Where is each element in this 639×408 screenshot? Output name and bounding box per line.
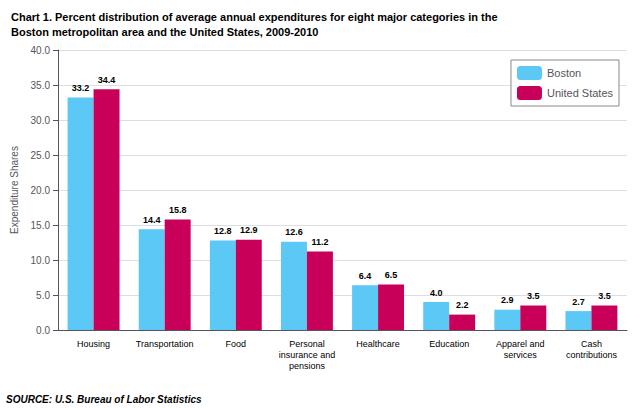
svg-text:20.0: 20.0 — [31, 185, 51, 196]
svg-text:10.0: 10.0 — [31, 255, 51, 266]
svg-text:35.0: 35.0 — [31, 80, 51, 91]
svg-text:Transportation: Transportation — [136, 339, 194, 349]
svg-text:15.0: 15.0 — [31, 220, 51, 231]
svg-text:2.9: 2.9 — [501, 295, 514, 305]
svg-text:United States: United States — [547, 87, 614, 99]
svg-text:Education: Education — [429, 339, 469, 349]
svg-text:11.2: 11.2 — [311, 237, 328, 247]
svg-text:Food: Food — [226, 339, 247, 349]
svg-text:33.2: 33.2 — [72, 83, 90, 93]
svg-text:12.6: 12.6 — [285, 227, 303, 237]
svg-text:5.0: 5.0 — [36, 290, 50, 301]
svg-text:40.0: 40.0 — [31, 45, 51, 56]
svg-text:SOURCE: U.S. Bureau of Labor S: SOURCE: U.S. Bureau of Labor Statistics — [6, 394, 202, 405]
svg-text:Healthcare: Healthcare — [356, 339, 400, 349]
svg-text:12.8: 12.8 — [214, 226, 232, 236]
svg-text:Chart 1. Percent distribution: Chart 1. Percent distribution of average… — [11, 11, 498, 23]
svg-text:2.7: 2.7 — [572, 297, 585, 307]
svg-text:25.0: 25.0 — [31, 150, 51, 161]
svg-text:34.4: 34.4 — [98, 75, 116, 85]
svg-text:15.8: 15.8 — [169, 205, 187, 215]
svg-text:insurance and: insurance and — [279, 350, 336, 360]
svg-text:6.5: 6.5 — [385, 270, 398, 280]
svg-text:Housing: Housing — [77, 339, 110, 349]
svg-text:2.2: 2.2 — [456, 300, 469, 310]
svg-text:30.0: 30.0 — [31, 115, 51, 126]
svg-text:12.9: 12.9 — [240, 225, 258, 235]
svg-text:6.4: 6.4 — [359, 271, 372, 281]
svg-text:pensions: pensions — [289, 361, 326, 371]
svg-text:3.5: 3.5 — [527, 291, 540, 301]
svg-text:Cash: Cash — [581, 339, 602, 349]
svg-text:4.0: 4.0 — [430, 288, 443, 298]
svg-text:services: services — [504, 350, 538, 360]
svg-text:Apparel and: Apparel and — [496, 339, 545, 349]
svg-text:Boston: Boston — [547, 67, 581, 79]
svg-text:0.0: 0.0 — [36, 325, 50, 336]
svg-text:3.5: 3.5 — [598, 291, 611, 301]
svg-text:Personal: Personal — [289, 339, 325, 349]
svg-text:Expenditure Shares: Expenditure Shares — [9, 146, 20, 234]
svg-text:contributions: contributions — [566, 350, 618, 360]
svg-text:14.4: 14.4 — [143, 215, 161, 225]
svg-text:Boston metropolitan area and t: Boston metropolitan area and the United … — [11, 26, 318, 38]
